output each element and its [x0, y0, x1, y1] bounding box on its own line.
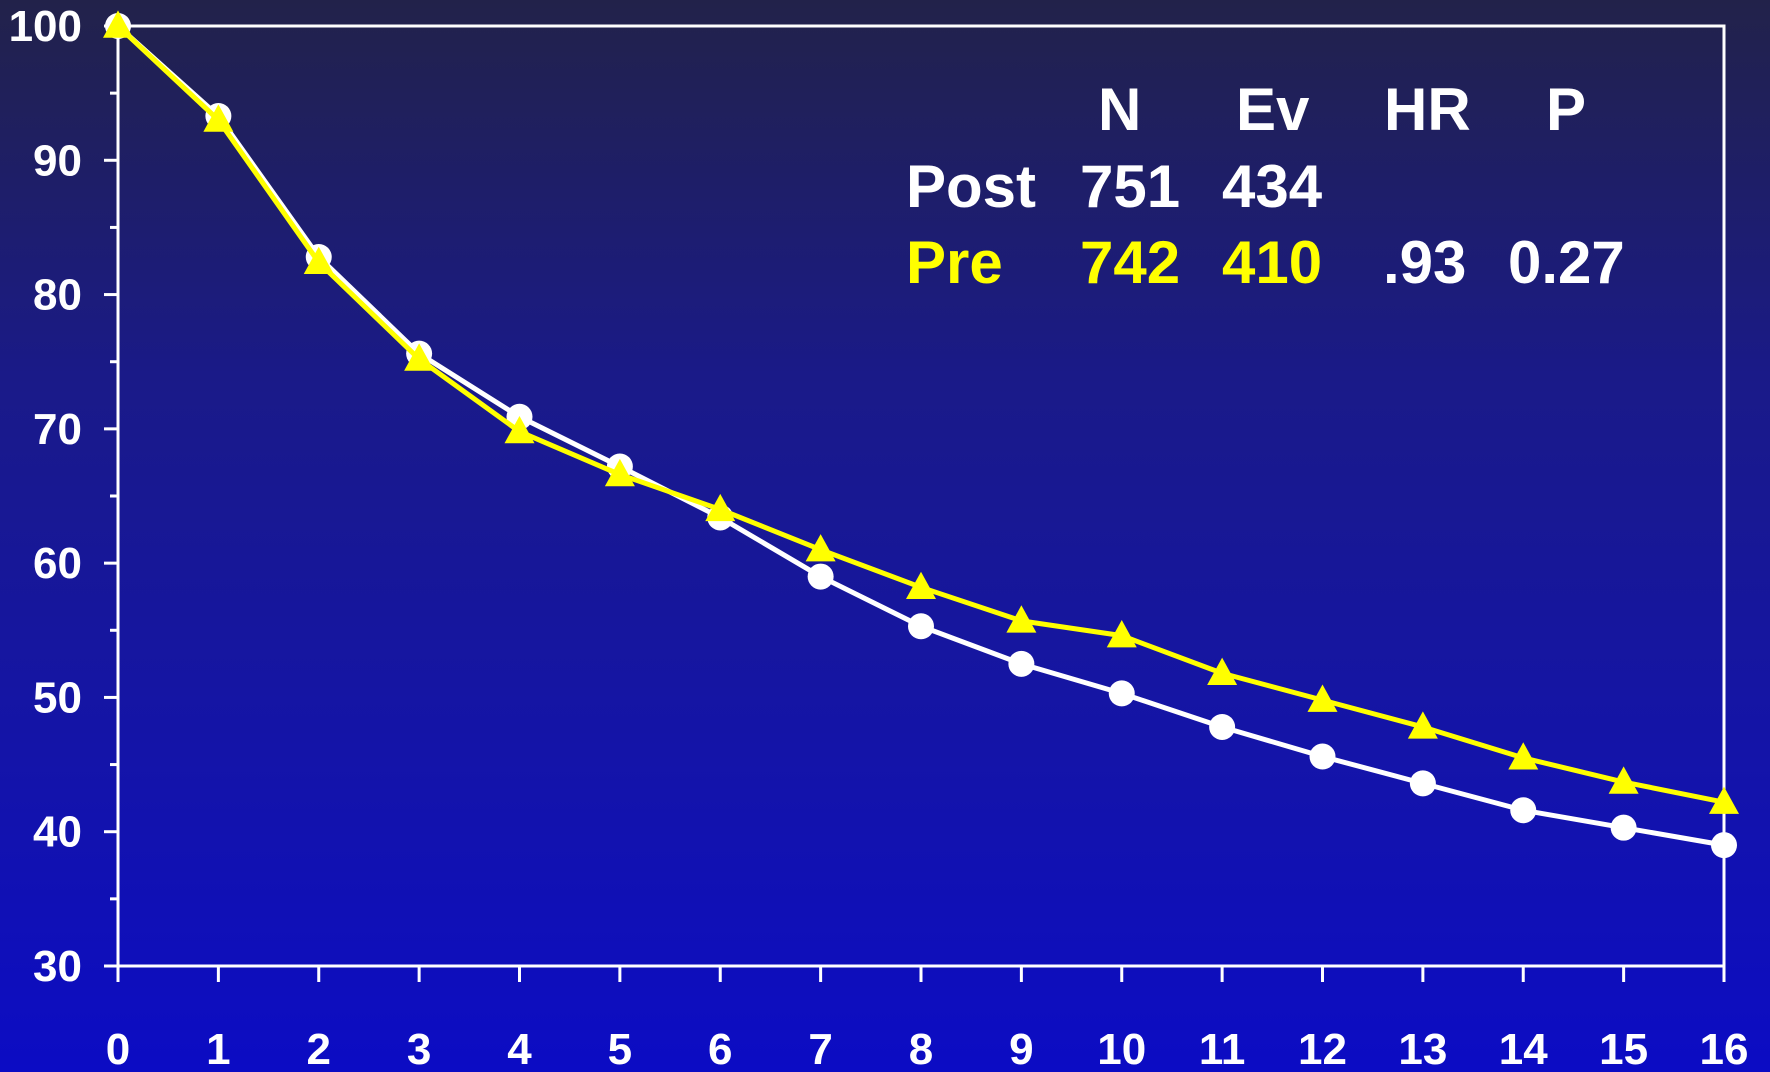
y-axis: 30 40 50 60 70 80 90 100: [9, 2, 118, 991]
point-post-14: [1510, 797, 1537, 824]
point-pre-1: [203, 104, 234, 132]
y-tick-label-80: 80: [33, 271, 82, 320]
point-pre-8: [906, 571, 936, 600]
point-pre-0: [103, 10, 133, 38]
point-pre-12: [1307, 684, 1338, 712]
y-tick-label-90: 90: [33, 136, 82, 185]
header-ev: Ev: [1236, 76, 1310, 143]
point-post-13: [1409, 770, 1436, 797]
point-pre-9: [1006, 605, 1037, 633]
row-post-label: Post: [906, 153, 1037, 220]
row-pre-n: 742: [1080, 229, 1181, 296]
point-post-7: [807, 563, 834, 590]
point-post-11: [1209, 713, 1236, 740]
point-post-12: [1309, 743, 1336, 770]
point-pre-7: [805, 534, 836, 562]
y-tick-label-50: 50: [33, 673, 82, 722]
x-tick-label-13: 13: [1398, 1025, 1447, 1072]
x-tick-label-7: 7: [808, 1025, 832, 1072]
point-pre-5: [604, 458, 635, 487]
series-line-post: [116, 24, 1725, 848]
x-axis: 0 1 2 3 4 5 6 7 8 9 10 11 12 13 14 15 16: [106, 966, 1749, 1072]
x-tick-label-4: 4: [507, 1025, 532, 1072]
x-tick-label-1: 1: [206, 1025, 230, 1072]
point-pre-2: [303, 246, 334, 275]
x-tick-label-2: 2: [307, 1025, 331, 1072]
point-post-9: [1008, 650, 1035, 677]
x-tick-label-10: 10: [1097, 1025, 1146, 1072]
point-pre-14: [1508, 742, 1539, 770]
point-pre-4: [504, 415, 535, 444]
point-pre-3: [404, 343, 435, 371]
point-pre-10: [1106, 620, 1137, 648]
row-post-ev: 434: [1222, 153, 1323, 220]
x-tick-label-11: 11: [1199, 1025, 1246, 1072]
series-line-pre: [116, 24, 1725, 805]
header-hr: HR: [1384, 76, 1471, 143]
x-tick-label-3: 3: [407, 1025, 431, 1072]
point-post-8: [908, 613, 934, 640]
series-pre: [103, 10, 1739, 814]
x-tick-label-15: 15: [1599, 1025, 1648, 1072]
series-post: [105, 13, 1737, 859]
y-tick-label-70: 70: [33, 405, 82, 454]
point-post-16: [1711, 832, 1737, 859]
point-post-15: [1610, 814, 1637, 841]
point-pre-15: [1608, 766, 1639, 794]
point-post-10: [1108, 680, 1135, 707]
x-tick-label-8: 8: [909, 1025, 933, 1072]
x-tick-label-5: 5: [608, 1025, 632, 1072]
x-tick-label-6: 6: [708, 1025, 732, 1072]
x-tick-label-14: 14: [1499, 1025, 1548, 1072]
point-pre-13: [1407, 711, 1438, 739]
header-p: P: [1546, 76, 1587, 143]
point-pre-6: [705, 493, 736, 522]
row-pre-ev: 410: [1222, 229, 1323, 296]
header-n: N: [1098, 76, 1142, 143]
y-tick-label-30: 30: [33, 942, 82, 991]
row-post-n: 751: [1080, 153, 1181, 220]
row-pre-p: 0.27: [1508, 229, 1625, 296]
x-tick-label-9: 9: [1009, 1025, 1033, 1072]
x-tick-label-0: 0: [106, 1025, 130, 1072]
x-tick-label-16: 16: [1700, 1025, 1749, 1072]
x-tick-label-12: 12: [1298, 1025, 1347, 1072]
point-pre-11: [1207, 657, 1238, 685]
series-layer: [103, 10, 1739, 859]
point-pre-16: [1709, 786, 1739, 814]
y-tick-label-100: 100: [9, 2, 82, 51]
row-pre-label: Pre: [906, 229, 1003, 296]
row-pre-hr: .93: [1383, 229, 1467, 296]
y-tick-label-60: 60: [33, 539, 82, 588]
y-tick-label-40: 40: [33, 808, 82, 857]
